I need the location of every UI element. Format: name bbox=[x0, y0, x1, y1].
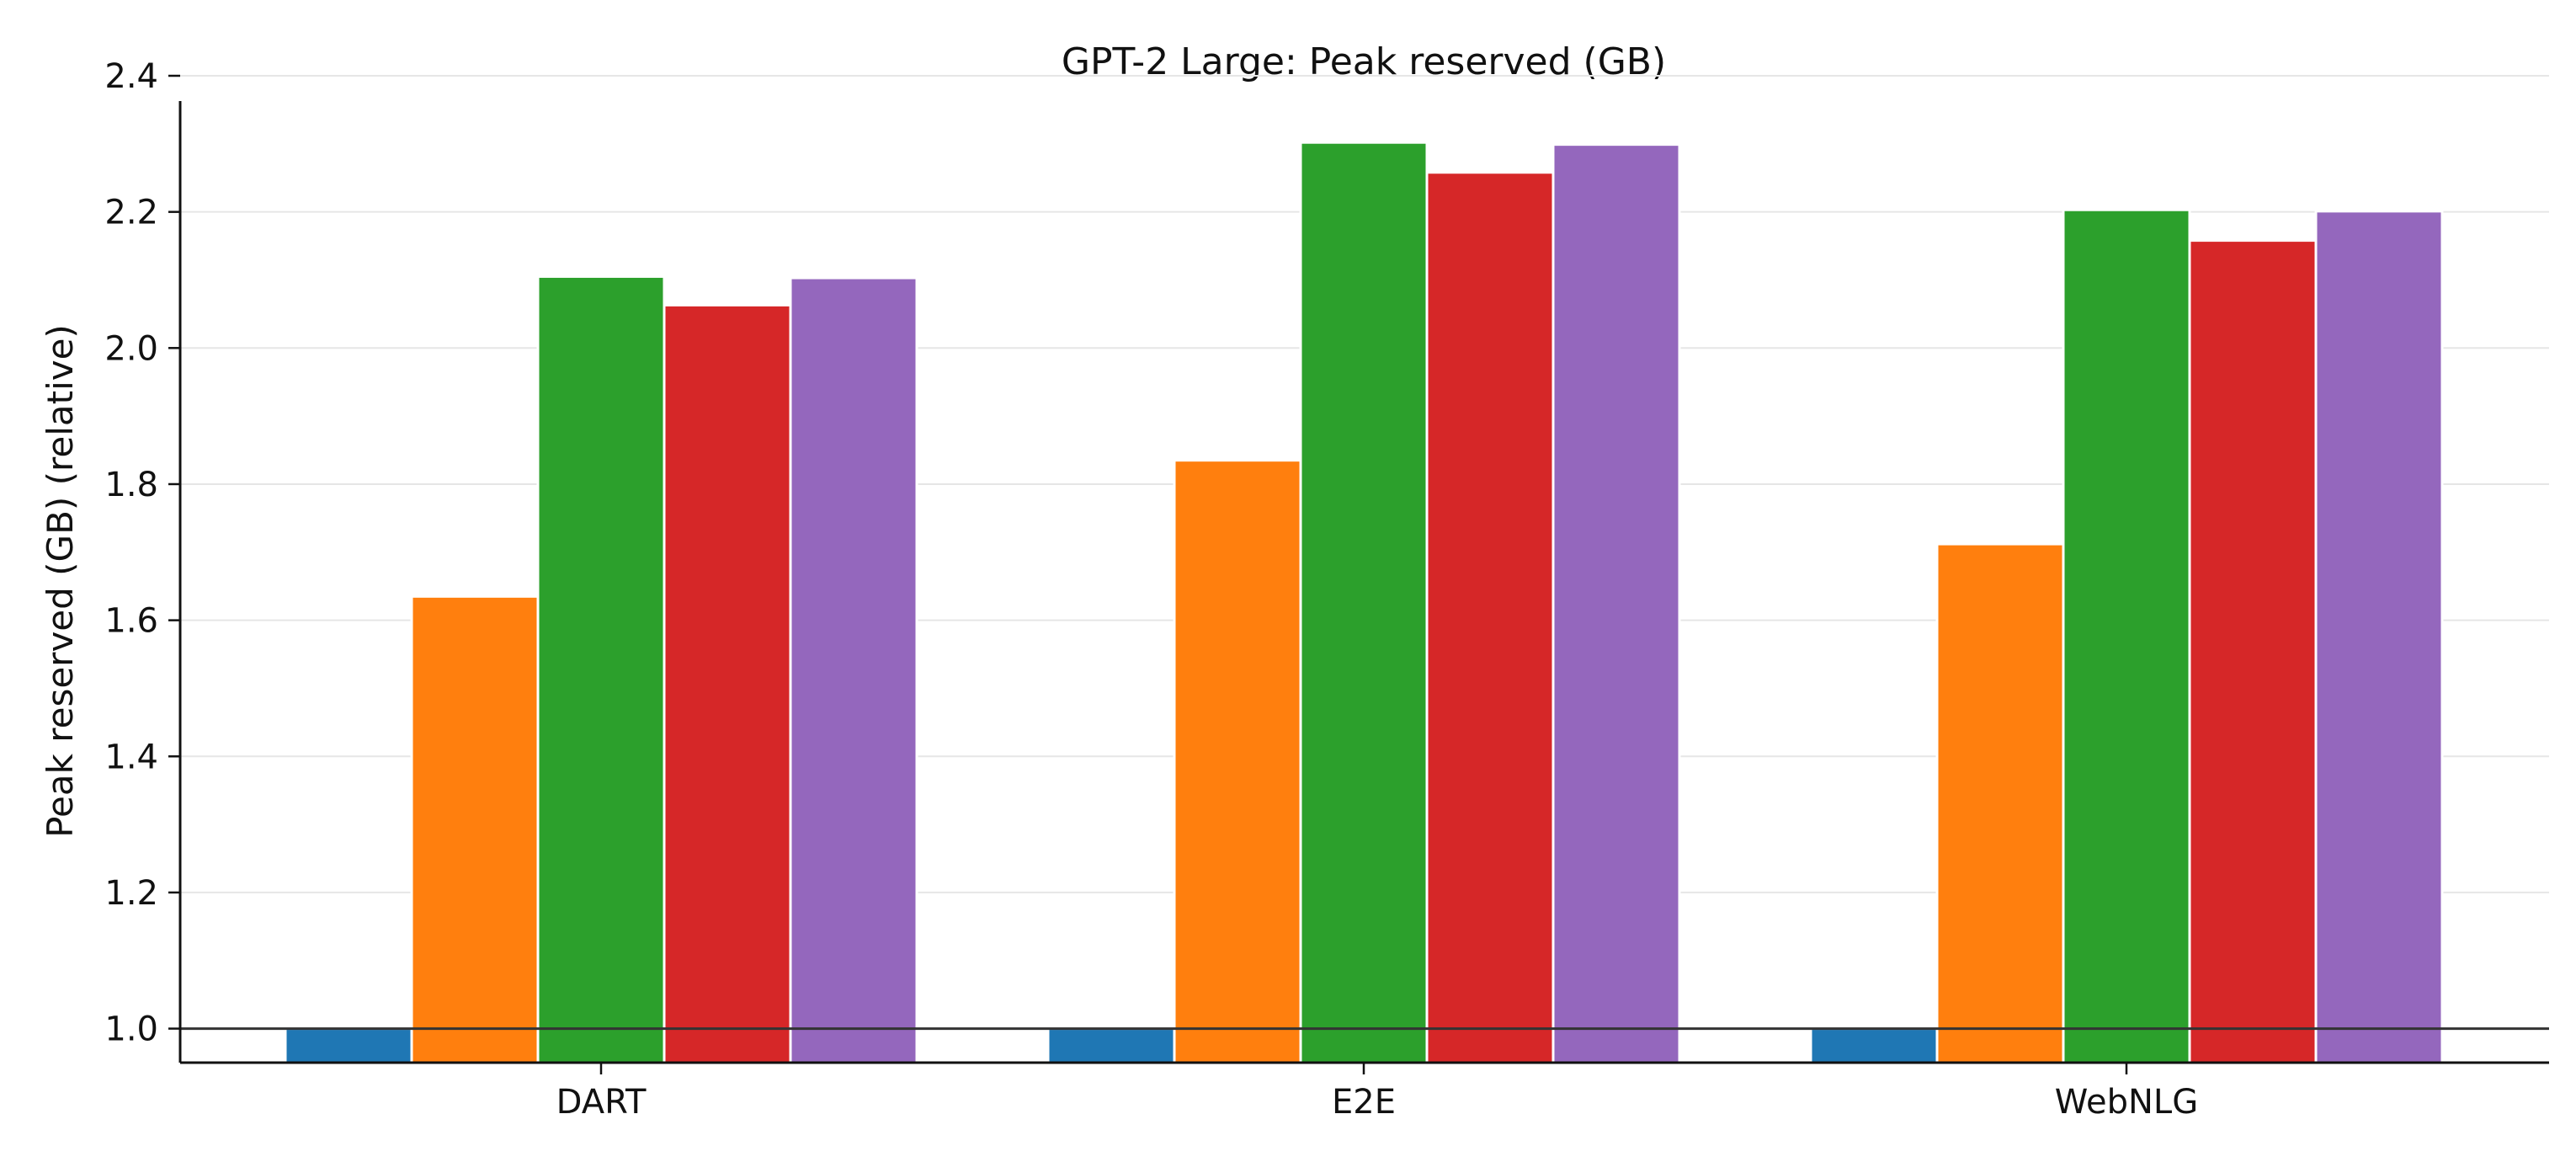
x-ticks: DART E2E WebNLG bbox=[556, 1063, 2198, 1122]
bar bbox=[789, 276, 918, 1064]
y-tick-label: 1.2 bbox=[104, 874, 158, 913]
y-tick-label: 1.0 bbox=[104, 1010, 158, 1049]
bar bbox=[1425, 171, 1555, 1064]
y-tick-label: 1.8 bbox=[104, 466, 158, 504]
bar bbox=[1935, 542, 2065, 1064]
y-axis-label: Peak reserved (GB) (relative) bbox=[40, 324, 81, 838]
bar bbox=[1173, 459, 1302, 1064]
chart-title: GPT-2 Large: Peak reserved (GB) bbox=[1062, 40, 1666, 83]
y-ticks: 1.0 1.2 1.4 1.6 1.8 2.0 2.2 2.4 bbox=[104, 57, 180, 1049]
bars bbox=[284, 141, 2444, 1064]
x-tick-label: DART bbox=[556, 1083, 647, 1122]
y-tick-label: 2.2 bbox=[104, 194, 158, 232]
bar bbox=[410, 594, 540, 1064]
bar bbox=[536, 275, 666, 1064]
bar bbox=[2314, 210, 2444, 1064]
bar bbox=[2062, 208, 2191, 1064]
y-tick-label: 2.0 bbox=[104, 329, 158, 368]
bar bbox=[1299, 141, 1429, 1064]
bar bbox=[284, 1027, 413, 1064]
y-tick-label: 1.6 bbox=[104, 602, 158, 641]
y-tick-label: 1.4 bbox=[104, 738, 158, 776]
bar bbox=[1551, 143, 1681, 1064]
bar bbox=[1046, 1027, 1176, 1064]
bar bbox=[2188, 239, 2318, 1064]
bar bbox=[1809, 1027, 1939, 1064]
x-tick-label: WebNLG bbox=[2055, 1083, 2198, 1122]
x-tick-label: E2E bbox=[1332, 1083, 1396, 1122]
bar bbox=[663, 303, 792, 1064]
y-tick-label: 2.4 bbox=[104, 57, 158, 96]
